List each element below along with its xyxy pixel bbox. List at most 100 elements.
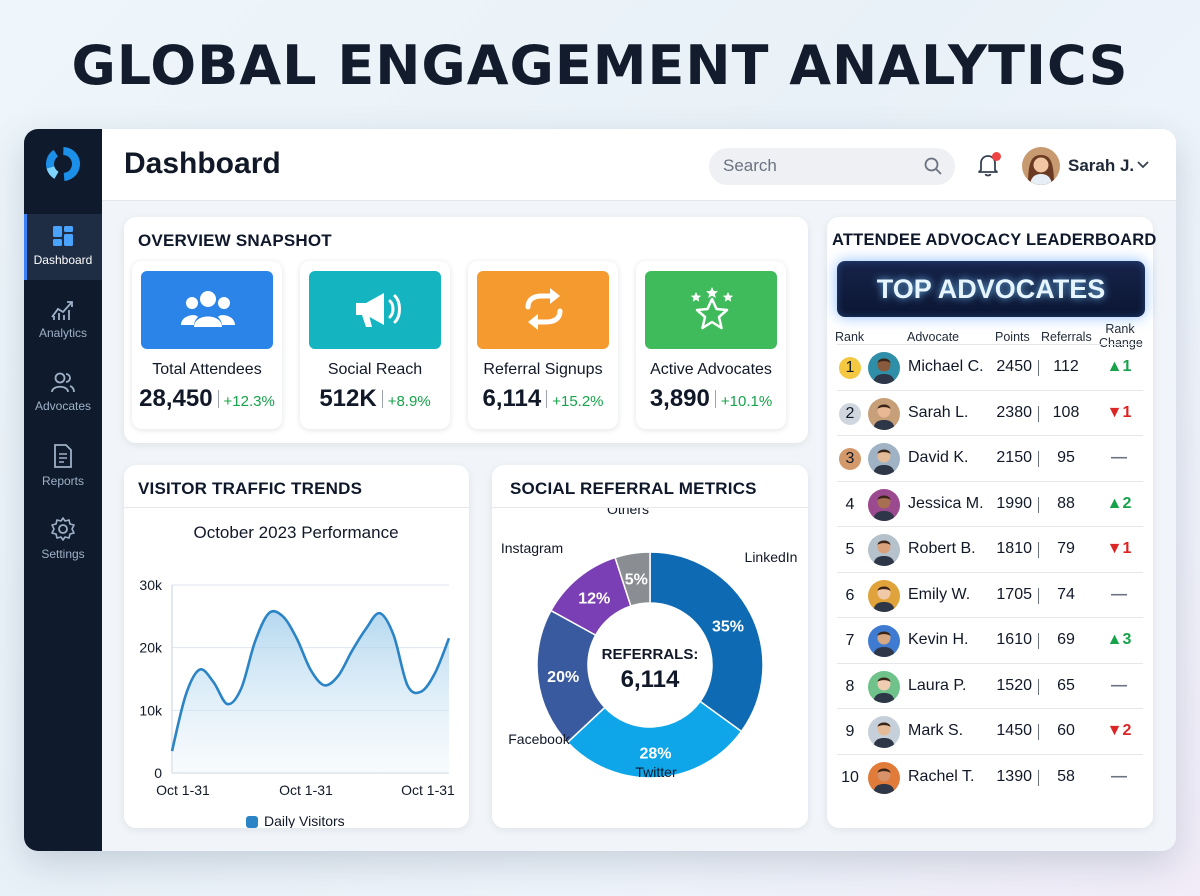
rank-badge: 7 (845, 632, 855, 649)
chart-title: October 2023 Performance (193, 523, 398, 542)
y-tick-label: 20k (139, 640, 163, 656)
kpi-change: +8.9% (387, 393, 431, 410)
kpi-divider (546, 390, 548, 408)
sidebar-item-label: Settings (41, 547, 85, 561)
x-tick-label: Oct 1-31 (279, 782, 333, 798)
social-title: SOCIAL REFERRAL METRICS (510, 479, 757, 498)
slice-percent-label: 5% (625, 572, 648, 589)
search-input[interactable] (723, 156, 913, 176)
rank-badge: 6 (845, 586, 855, 604)
avatar (868, 443, 900, 475)
donut-logo-icon[interactable] (44, 145, 82, 183)
leaderboard-row[interactable]: 9 Mark S. 1450 60 ▼2 (837, 708, 1143, 754)
column-header-rank-change: Rank Change (1099, 322, 1143, 350)
megaphone-icon (356, 293, 401, 327)
column-divider (1038, 542, 1039, 558)
advocate-points: 1520 (996, 676, 1032, 694)
kpi-change: +10.1% (720, 393, 773, 410)
dashboard-window: Dashboard Analytics Advocates Reports (24, 129, 1176, 851)
rank-change: ▲1 (1106, 358, 1132, 375)
advocate-name: Emily W. (908, 585, 971, 603)
sidebar-item-label: Dashboard (33, 253, 93, 267)
advocate-referrals: 60 (1057, 722, 1075, 739)
rank-badge: 3 (839, 448, 861, 470)
kpi-card-advocates[interactable]: Active Advocates 3,890 +10.1% (636, 261, 786, 429)
leaderboard-row[interactable]: 7 Kevin H. 1610 69 ▲3 (837, 617, 1143, 663)
leaderboard-row[interactable]: 5 Robert B. 1810 79 ▼1 (837, 526, 1143, 572)
top-advocates-banner: TOP ADVOCATES (837, 261, 1145, 317)
kpi-label: Total Attendees (152, 361, 262, 378)
advocate-name: Sarah L. (908, 403, 969, 421)
kpi-change: +15.2% (552, 393, 604, 410)
y-tick-label: 0 (154, 765, 162, 781)
column-header-points: Points (995, 330, 1030, 344)
leaderboard-row[interactable]: 10 Rachel T. 1390 58 — (837, 753, 1143, 800)
column-divider (1038, 633, 1039, 649)
leaderboard-row[interactable]: 4 Jessica M. 1990 88 ▲2 (837, 480, 1143, 527)
card-divider (492, 507, 808, 508)
x-tick-label: Oct 1-31 (401, 782, 455, 798)
avatar (1022, 147, 1060, 185)
advocate-referrals: 88 (1057, 494, 1075, 512)
sidebar-item-advocates[interactable]: Advocates (24, 360, 102, 426)
rank-change: ▲2 (1106, 494, 1132, 512)
chevron-down-icon (1137, 161, 1149, 169)
leaderboard-row[interactable]: 6 Emily W. 1705 74 — (837, 571, 1143, 618)
rank-change: — (1111, 676, 1127, 694)
column-divider (1038, 405, 1039, 422)
avatar (868, 625, 900, 657)
slice-name-label: LinkedIn (745, 549, 798, 565)
slice-name-label: Twitter (635, 764, 677, 780)
donut-center-label: REFERRALS: (602, 646, 699, 663)
x-tick-label: Oct 1-31 (156, 782, 210, 798)
sidebar-item-reports[interactable]: Reports (24, 433, 102, 499)
rank-change: ▼1 (1106, 540, 1132, 557)
column-divider (1038, 587, 1039, 604)
y-tick-label: 10k (139, 702, 163, 718)
advocate-points: 2380 (996, 403, 1032, 421)
avatar (868, 488, 900, 521)
donut-slice (614, 551, 651, 607)
advocate-points: 1705 (996, 585, 1032, 603)
rank-change: — (1111, 449, 1127, 466)
leaderboard-title: ATTENDEE ADVOCACY LEADERBOARD (832, 231, 1157, 249)
advocate-referrals: 79 (1057, 540, 1075, 557)
rank-badge: 5 (845, 541, 855, 558)
advocate-name: Michael C. (908, 358, 984, 375)
leaderboard-row[interactable]: 8 Laura P. 1520 65 — (837, 662, 1143, 709)
area-fill (172, 611, 449, 773)
advocate-referrals: 65 (1057, 676, 1075, 694)
kpi-card-referrals[interactable]: Referral Signups 6,114 +15.2% (468, 261, 618, 429)
card-divider (124, 507, 469, 508)
advocate-name: Jessica M. (908, 494, 984, 512)
kpi-value: 28,450 (139, 385, 213, 412)
leaderboard-row[interactable]: 1 Michael C. 2450 112 ▲1 (837, 344, 1143, 390)
search-icon[interactable] (923, 156, 943, 176)
leaderboard-row[interactable]: 3 David K. 2150 95 — (837, 435, 1143, 481)
sidebar-item-label: Advocates (34, 399, 92, 413)
slice-percent-label: 28% (639, 745, 671, 762)
sidebar-item-analytics[interactable]: Analytics (24, 287, 102, 353)
swap-arrows-icon (525, 288, 563, 330)
slice-percent-label: 35% (712, 618, 744, 635)
sidebar-item-dashboard[interactable]: Dashboard (24, 214, 102, 280)
kpi-card-attendees[interactable]: Total Attendees 28,450 +12.3% (132, 261, 282, 429)
rank-badge: 8 (845, 677, 855, 695)
search-box[interactable] (709, 148, 955, 185)
kpi-banner (477, 271, 609, 349)
advocate-referrals: 112 (1053, 358, 1079, 375)
overview-card: OVERVIEW SNAPSHOT Total Attendees 28,450… (124, 217, 808, 443)
column-header-referrals: Referrals (1041, 330, 1092, 344)
kpi-card-reach[interactable]: Social Reach 512K +8.9% (300, 261, 450, 429)
topbar: Dashboard Sarah (102, 129, 1176, 201)
kpi-banner (645, 271, 777, 349)
kpi-label: Social Reach (327, 361, 423, 378)
leaderboard-row[interactable]: 2 Sarah L. 2380 108 ▼1 (837, 389, 1143, 436)
page-title: GLOBAL ENGAGEMENT ANALYTICS (71, 34, 1129, 97)
rank-change: ▲3 (1106, 631, 1132, 648)
avatar (868, 579, 900, 612)
notifications-button[interactable] (976, 152, 1001, 183)
sidebar-item-settings[interactable]: Settings (24, 506, 102, 572)
rank-badge: 4 (845, 495, 855, 513)
